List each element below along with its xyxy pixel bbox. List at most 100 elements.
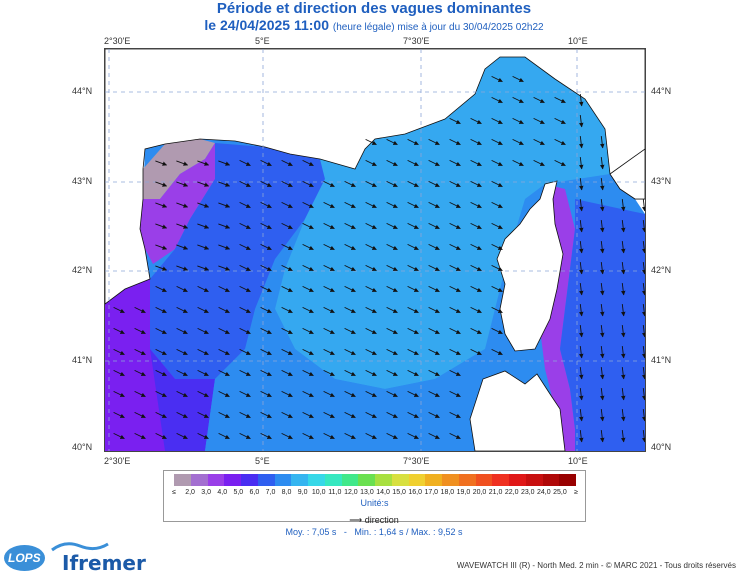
direction-arrow — [470, 159, 482, 167]
colorbar-swatch — [442, 474, 459, 486]
direction-arrow — [600, 366, 605, 380]
direction-arrow — [260, 411, 272, 419]
land-france — [105, 49, 645, 305]
direction-arrow — [113, 369, 125, 377]
colorbar-swatch — [475, 474, 493, 486]
direction-arrow — [533, 117, 545, 125]
colorbar-tick: 14,0 — [376, 489, 390, 496]
direction-arrow — [155, 285, 167, 293]
direction-arrow — [197, 223, 210, 229]
direction-arrow — [113, 348, 125, 356]
direction-arrow — [407, 159, 419, 167]
direction-arrow — [642, 324, 645, 338]
stat-sep: - — [343, 527, 347, 537]
direction-arrow — [600, 156, 605, 170]
direction-arrow — [428, 432, 440, 440]
colorbar-tick: 19,0 — [456, 489, 471, 496]
direction-arrow — [239, 390, 251, 398]
direction-arrow — [281, 348, 293, 356]
direction-arrow — [197, 181, 210, 187]
direction-arrow — [579, 282, 584, 296]
lon-tick-top: 7°30'E — [403, 36, 430, 46]
lat-tick-left: 40°N — [72, 442, 93, 452]
direction-arrow — [621, 429, 626, 443]
direction-arrow — [621, 324, 626, 338]
direction-arrows — [113, 75, 645, 443]
direction-arrow — [600, 345, 605, 359]
direction-arrow — [512, 159, 524, 167]
direction-arrow — [365, 432, 377, 440]
direction-arrow — [323, 222, 335, 230]
direction-arrow — [386, 180, 398, 188]
direction-arrow — [449, 138, 461, 146]
direction-arrow — [155, 411, 167, 419]
direction-arrow — [470, 180, 482, 188]
direction-arrow — [407, 285, 419, 293]
colorbar-swatch — [174, 474, 191, 486]
graticule — [105, 49, 645, 451]
direction-arrow — [386, 264, 398, 272]
lat-tick-right: 44°N — [651, 86, 672, 96]
direction-arrow — [281, 285, 293, 293]
direction-arrow — [579, 93, 584, 107]
direction-arrow — [344, 390, 356, 398]
direction-arrow — [239, 285, 251, 293]
direction-arrow — [365, 306, 377, 314]
lops-logo: LOPS — [4, 545, 45, 571]
direction-arrow — [281, 201, 293, 209]
lat-tick-left: 43°N — [72, 176, 93, 186]
direction-arrow — [197, 202, 210, 208]
colorbar-tick: 10,0 — [311, 489, 326, 496]
direction-arrow — [197, 432, 209, 440]
direction-arrow — [642, 408, 645, 422]
map-subtitle: le 24/04/2025 11:00 (heure légale) mise … — [0, 17, 748, 33]
direction-arrow — [302, 243, 314, 251]
direction-arrow — [365, 264, 377, 272]
direction-arrow — [600, 240, 605, 254]
direction-arrow — [554, 138, 566, 146]
direction-arrow — [449, 432, 461, 440]
direction-arrow — [176, 160, 189, 166]
direction-arrow — [197, 306, 209, 314]
lat-tick-right: 41°N — [651, 355, 672, 365]
direction-arrow — [579, 135, 584, 149]
direction-arrow — [428, 327, 440, 335]
direction-arrow — [218, 202, 231, 208]
direction-arrow — [176, 181, 189, 187]
direction-arrow — [579, 366, 584, 380]
direction-arrow — [281, 411, 293, 419]
direction-arrow — [554, 117, 566, 125]
direction-arrow — [344, 348, 356, 356]
direction-arrow — [281, 390, 293, 398]
direction-arrow — [642, 282, 645, 296]
direction-arrow — [642, 240, 645, 254]
direction-arrow — [407, 369, 419, 377]
direction-arrow — [260, 390, 272, 398]
lon-tick-top: 2°30'E — [104, 36, 131, 46]
direction-arrow — [323, 243, 335, 251]
direction-arrow — [155, 160, 168, 166]
direction-arrow — [449, 390, 461, 398]
direction-arrow — [155, 202, 168, 208]
direction-arrow — [281, 264, 293, 272]
direction-arrow — [491, 138, 503, 146]
direction-arrow — [176, 411, 188, 419]
direction-arrow — [197, 369, 209, 377]
colorbar-tick: 17,0 — [424, 489, 439, 496]
wave-map[interactable] — [104, 48, 646, 452]
colorbar-tick: 7,0 — [265, 489, 276, 496]
west-blue-band — [150, 143, 325, 379]
direction-arrow — [470, 117, 482, 125]
direction-arrow — [197, 348, 209, 356]
direction-arrow — [642, 261, 645, 275]
direction-arrow — [134, 348, 146, 356]
colorbar-swatch — [308, 474, 325, 486]
direction-arrow — [386, 159, 398, 167]
direction-arrow — [260, 264, 272, 272]
direction-arrow — [449, 264, 461, 272]
direction-arrow — [491, 348, 503, 356]
sw-purple — [105, 279, 175, 451]
direction-arrow — [491, 306, 503, 314]
direction-arrow — [218, 411, 230, 419]
direction-arrow — [197, 160, 210, 166]
